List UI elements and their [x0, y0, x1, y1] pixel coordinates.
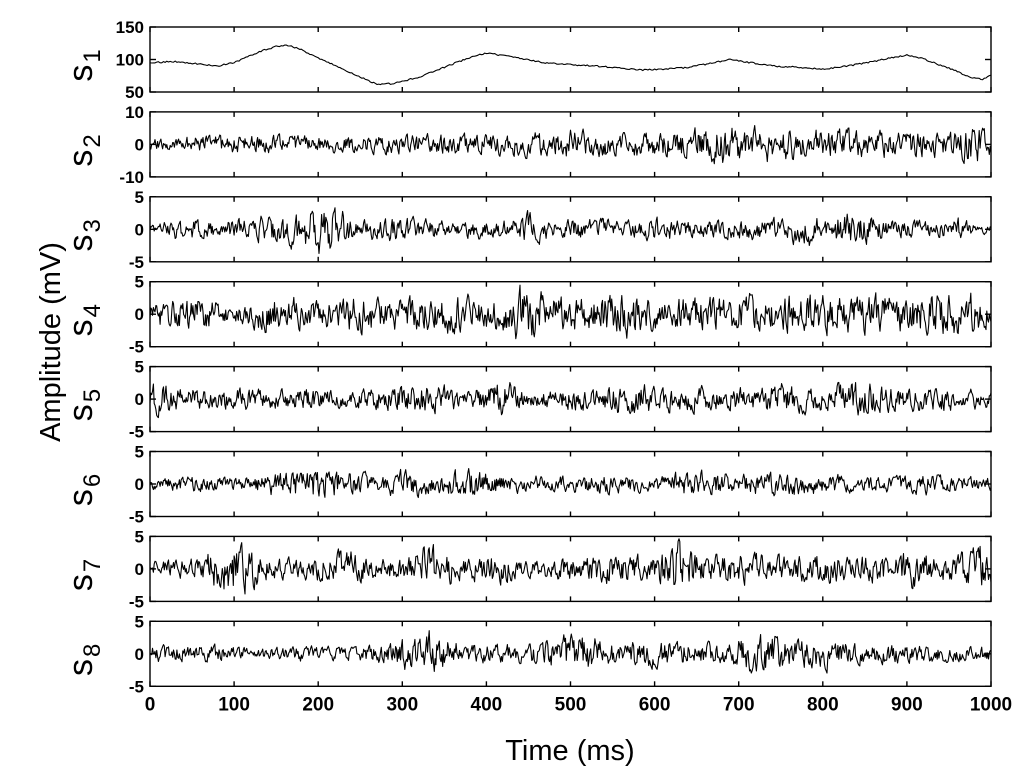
- y-tick-label: 0: [135, 135, 144, 154]
- x-tick-label: 400: [471, 694, 503, 715]
- panel-label: s7: [62, 559, 106, 591]
- x-tick-label: 0: [145, 694, 156, 715]
- panel-label-main: s: [62, 319, 100, 336]
- panel-label-main: s: [62, 234, 100, 251]
- y-tick-label: 5: [135, 443, 144, 462]
- signal-trace-s5: [149, 381, 992, 419]
- panel-label-subscript: 7: [79, 559, 106, 572]
- signal-trace-s4: [149, 284, 992, 340]
- panel-label: s4: [62, 304, 106, 336]
- panel-frame: [149, 26, 992, 93]
- y-tick-label: -5: [129, 677, 144, 696]
- x-tick-label: 700: [723, 694, 755, 715]
- signal-trace-s8: [149, 630, 992, 674]
- y-tick-label: 0: [135, 475, 144, 494]
- x-tick-label: 800: [807, 694, 839, 715]
- y-tick-label: 50: [125, 83, 144, 102]
- panel-label: s1: [62, 49, 106, 81]
- panel-label-main: s: [62, 150, 100, 167]
- panel-label-main: s: [62, 65, 100, 82]
- x-axis-label: Time (ms): [505, 735, 634, 767]
- x-tick-label: 600: [639, 694, 671, 715]
- panel-label: s8: [62, 644, 106, 676]
- panel-label-main: s: [62, 574, 100, 591]
- y-tick-label: -5: [129, 592, 144, 611]
- panel-label-main: s: [62, 489, 100, 506]
- y-tick-label: 0: [135, 645, 144, 664]
- signal-trace-s3: [149, 207, 992, 254]
- panel-label-subscript: 4: [79, 304, 106, 317]
- signal-trace-s7: [149, 538, 992, 595]
- y-tick-label: 5: [135, 188, 144, 207]
- x-tick-label: 200: [302, 694, 334, 715]
- y-tick-label: 5: [135, 273, 144, 292]
- y-tick-label: 5: [135, 527, 144, 546]
- y-tick-label: 5: [135, 612, 144, 631]
- y-tick-label: -5: [129, 423, 144, 442]
- y-tick-label: 0: [135, 390, 144, 409]
- y-tick-label: 10: [125, 103, 144, 122]
- panel-label-subscript: 3: [79, 219, 106, 232]
- panel-label-subscript: 8: [79, 644, 106, 657]
- panel-label-subscript: 1: [79, 49, 106, 62]
- panel-label: s6: [62, 474, 106, 506]
- panel-label-subscript: 5: [79, 389, 106, 402]
- panels-group: 50100150s1-10010s2-505s3-505s4-505s5-505…: [62, 18, 992, 696]
- y-tick-label: -5: [129, 253, 144, 272]
- panel-label: s2: [62, 134, 106, 166]
- y-tick-label: -5: [129, 508, 144, 527]
- panel-label: s3: [62, 219, 106, 251]
- y-tick-label: -10: [119, 168, 144, 187]
- x-axis: 0 100 200 300 400 500 600 700 800 900 1000: [145, 694, 1012, 715]
- panel-label-subscript: 2: [79, 134, 106, 147]
- y-axis-label: Amplitude (mV): [35, 242, 67, 442]
- y-tick-label: 0: [135, 305, 144, 324]
- panel-label-subscript: 6: [79, 474, 106, 487]
- x-tick-label: 900: [891, 694, 923, 715]
- y-tick-label: 5: [135, 358, 144, 377]
- y-tick-label: 0: [135, 220, 144, 239]
- signal-trace-s6: [149, 468, 992, 499]
- panel-label-main: s: [62, 659, 100, 676]
- panel-label-main: s: [62, 404, 100, 421]
- y-tick-label: -5: [129, 338, 144, 357]
- x-tick-label: 100: [218, 694, 250, 715]
- signal-trace-s1: [149, 44, 992, 86]
- x-tick-label: 1000: [970, 694, 1012, 715]
- y-tick-label: 150: [116, 18, 144, 37]
- signal-trace-s2: [149, 125, 992, 165]
- y-tick-label: 0: [135, 560, 144, 579]
- panel-label: s5: [62, 389, 106, 421]
- y-tick-label: 100: [116, 51, 144, 70]
- x-tick-label: 500: [555, 694, 587, 715]
- x-tick-label: 300: [386, 694, 418, 715]
